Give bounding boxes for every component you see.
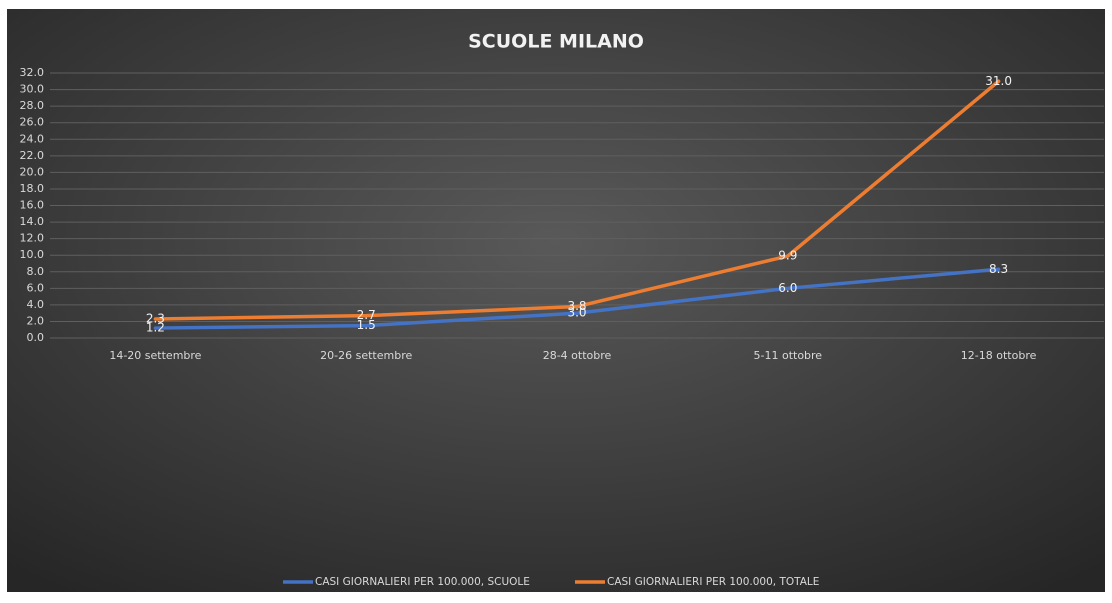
data-label: 1.5 <box>357 318 376 332</box>
x-tick-label: 28-4 ottobre <box>543 349 612 362</box>
y-tick-label: 20.0 <box>20 165 45 178</box>
y-tick-label: 8.0 <box>27 265 45 278</box>
y-tick-label: 6.0 <box>27 281 45 294</box>
x-tick-label: 12-18 ottobre <box>961 349 1037 362</box>
data-label: 2.3 <box>146 311 165 325</box>
chart-title: SCUOLE MILANO <box>468 31 644 53</box>
legend-label: CASI GIORNALIERI PER 100.000, TOTALE <box>607 576 819 588</box>
data-label: 3.0 <box>567 306 586 320</box>
series-line <box>153 79 1001 321</box>
x-tick-label: 14-20 settembre <box>109 349 201 362</box>
data-label: 3.8 <box>567 299 586 313</box>
y-tick-label: 16.0 <box>20 199 45 212</box>
y-tick-label: 0.0 <box>27 331 45 344</box>
y-tick-label: 12.0 <box>20 232 45 245</box>
y-tick-label: 24.0 <box>20 132 45 145</box>
y-tick-label: 2.0 <box>27 314 45 327</box>
data-label: 2.7 <box>357 308 376 322</box>
legend-label: CASI GIORNALIERI PER 100.000, SCUOLE <box>315 576 530 588</box>
chart-background <box>7 9 1105 592</box>
data-label: 8.3 <box>989 262 1008 276</box>
y-tick-label: 32.0 <box>20 66 45 79</box>
x-tick-label: 5-11 ottobre <box>754 349 823 362</box>
y-tick-label: 18.0 <box>20 182 45 195</box>
y-tick-label: 26.0 <box>20 116 45 129</box>
x-tick-label: 20-26 settembre <box>320 349 412 362</box>
data-label: 1.2 <box>146 321 165 335</box>
data-label: 31.0 <box>985 74 1012 88</box>
data-label: 6.0 <box>778 281 797 295</box>
y-tick-label: 10.0 <box>20 248 45 261</box>
data-label: 9.9 <box>778 249 797 263</box>
y-tick-label: 22.0 <box>20 149 45 162</box>
y-tick-label: 14.0 <box>20 215 45 228</box>
y-tick-label: 30.0 <box>20 83 45 96</box>
y-tick-label: 4.0 <box>27 298 45 311</box>
series-line <box>153 267 1001 330</box>
y-tick-label: 28.0 <box>20 99 45 112</box>
